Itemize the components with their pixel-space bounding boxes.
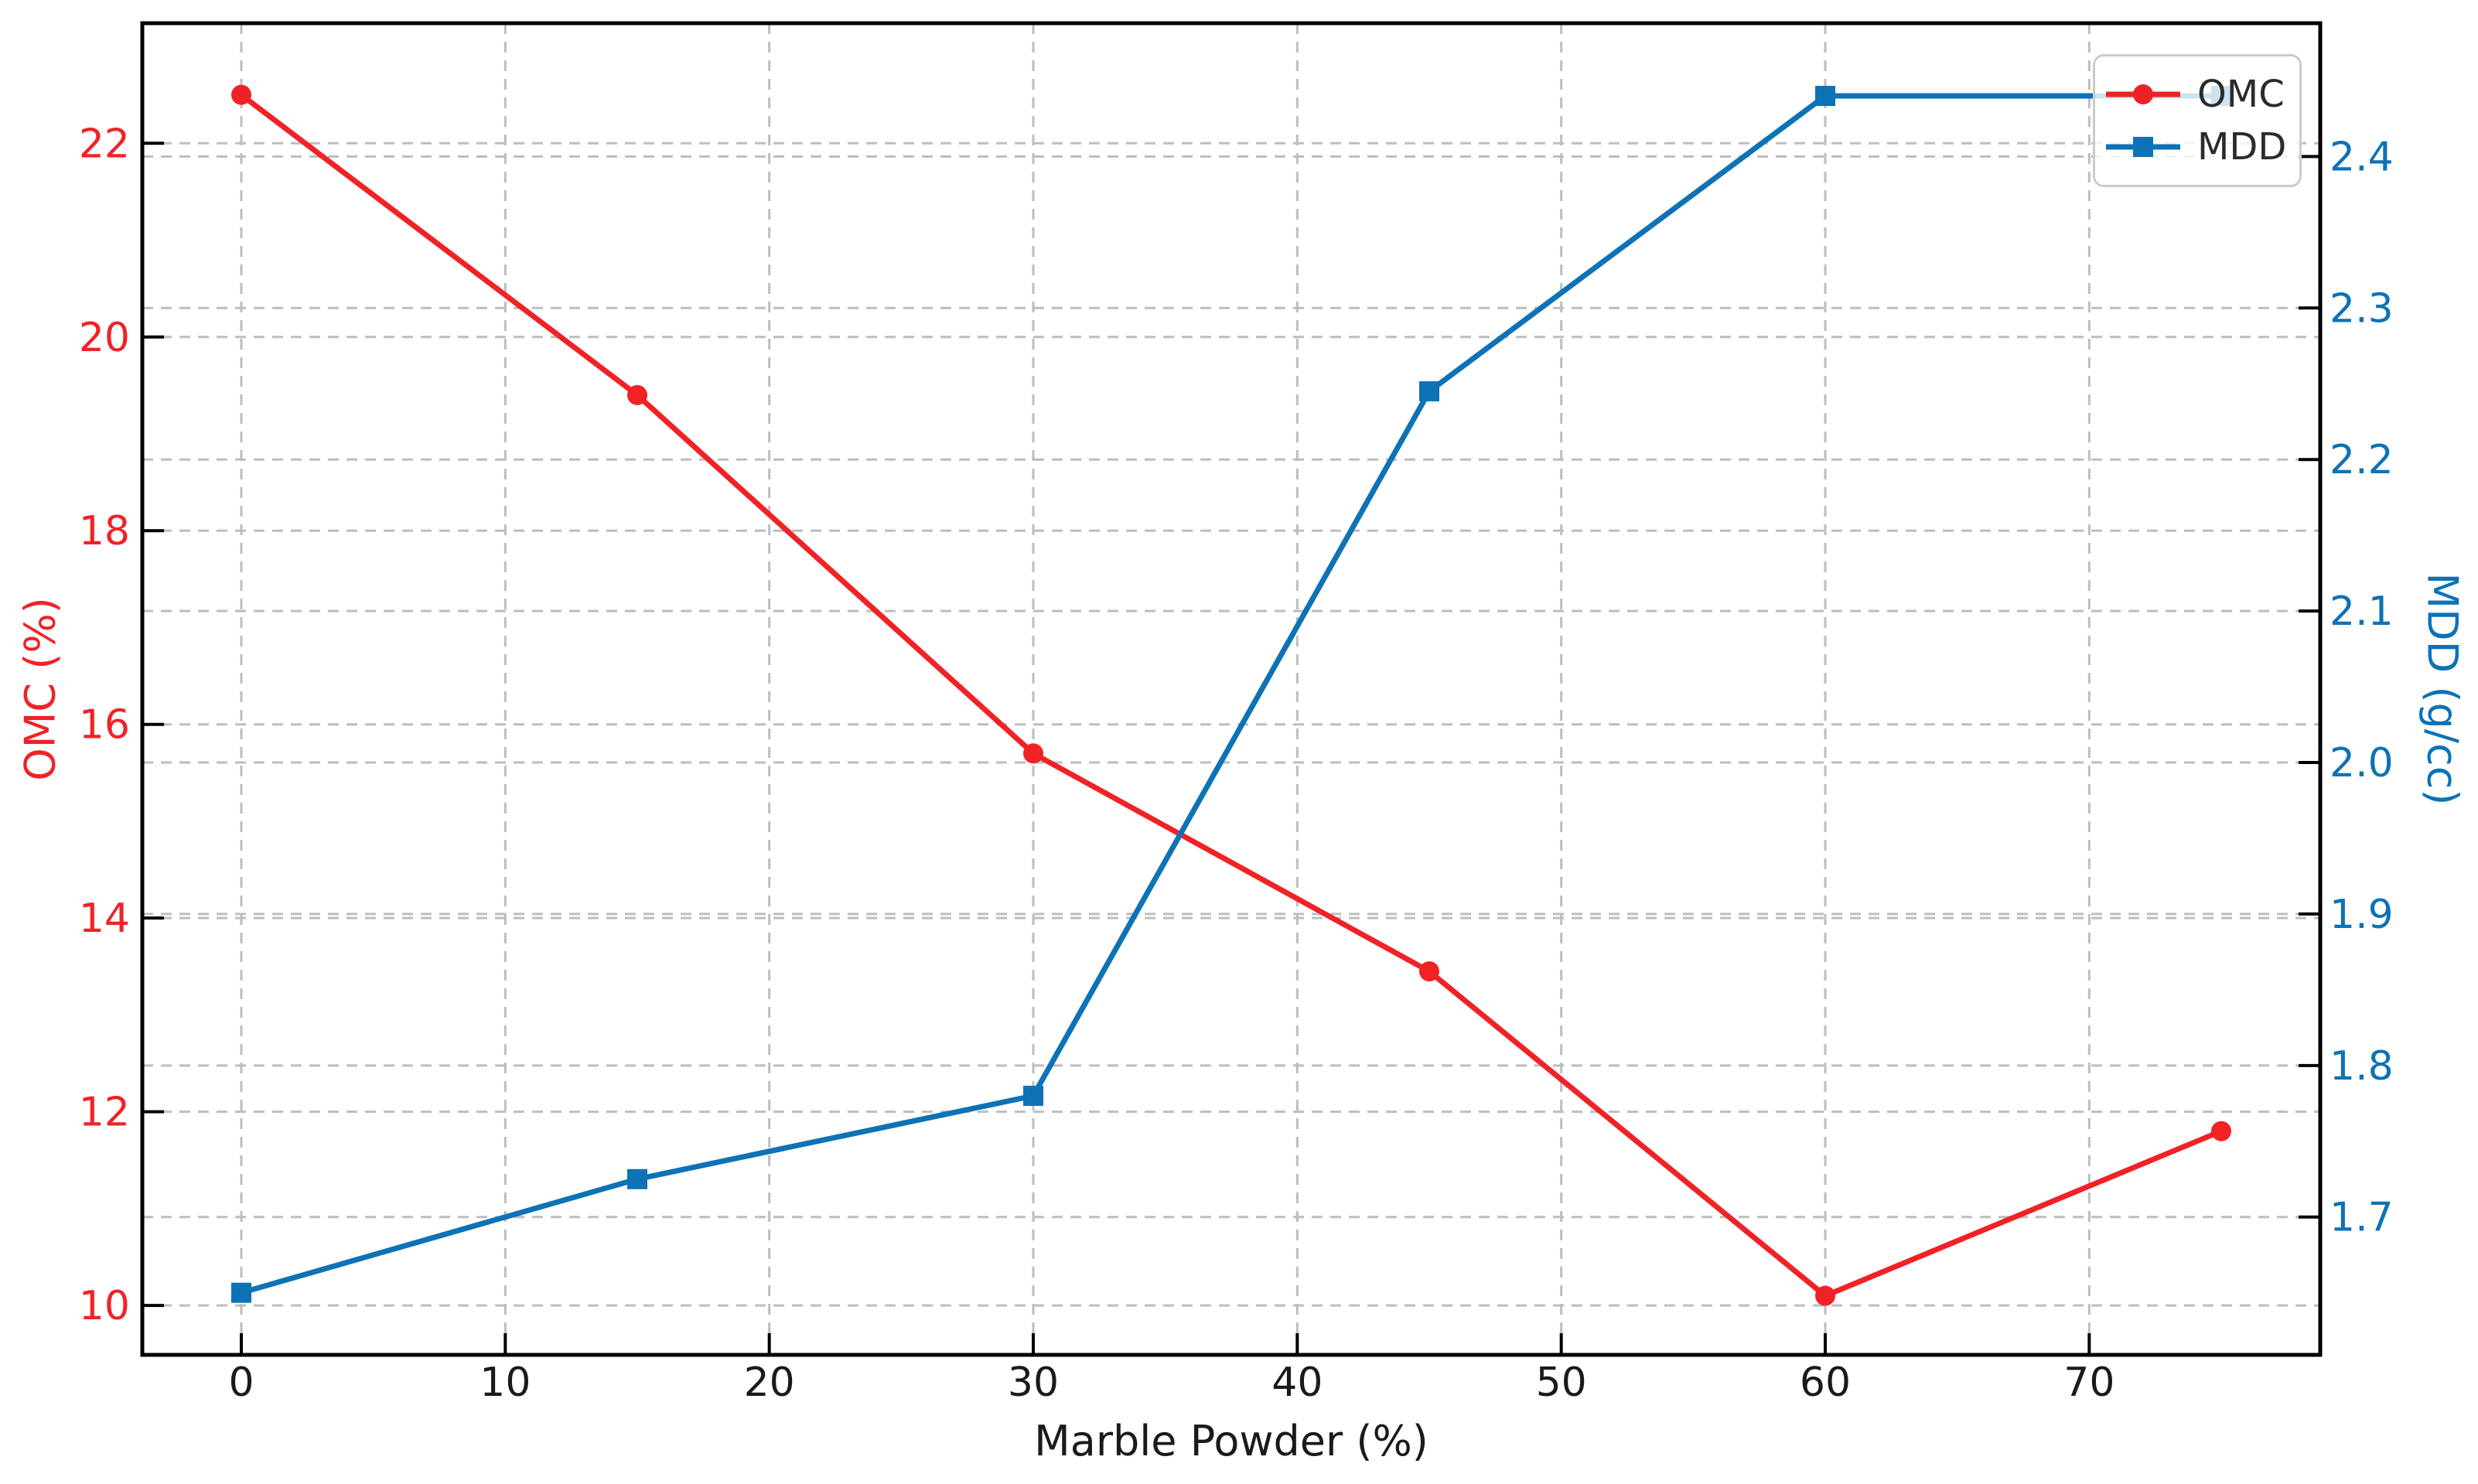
mdd-marker — [1815, 86, 1835, 107]
x-tick-label: 40 — [1271, 1359, 1323, 1406]
mdd-line — [238, 93, 2224, 1296]
right-tick-label: 2.2 — [2330, 437, 2394, 483]
omc-marker — [627, 384, 647, 405]
left-tick-label: 20 — [79, 315, 130, 361]
omc-marker — [2211, 1121, 2231, 1141]
legend-label-omc: OMC — [2197, 72, 2285, 116]
omc-marker — [1023, 743, 1043, 764]
x-tick-label: 60 — [1800, 1359, 1851, 1406]
left-tick-label: 14 — [79, 896, 130, 942]
plot-border — [140, 21, 2323, 1357]
mdd-marker — [627, 1168, 647, 1189]
right-tick-label: 2.1 — [2330, 588, 2394, 635]
omc-line-marker-sample — [2106, 84, 2180, 104]
x-tick-label: 30 — [1008, 1359, 1059, 1406]
right-tick-label: 1.9 — [2330, 892, 2394, 938]
omc-line — [238, 92, 2224, 1299]
x-tick-label: 10 — [480, 1359, 531, 1406]
left-tick-label: 16 — [79, 702, 130, 749]
omc-marker — [231, 84, 251, 105]
left-tick-label: 12 — [79, 1090, 130, 1136]
x-tick-label: 0 — [228, 1359, 254, 1406]
legend-item-omc: OMC — [2104, 72, 2290, 116]
legend: OMC MDD — [2093, 54, 2302, 187]
mdd-marker — [1419, 381, 1439, 402]
right-axis-title: MDD (g/cc) — [2418, 572, 2467, 806]
x-tick-label: 70 — [2063, 1359, 2114, 1406]
right-tick-label: 2.4 — [2330, 134, 2394, 180]
right-tick-label: 2.3 — [2330, 285, 2394, 332]
left-tick-label: 18 — [79, 508, 130, 554]
mdd-sample-square-icon — [2133, 137, 2153, 158]
left-tick-label: 10 — [79, 1283, 130, 1329]
left-tick-label: 22 — [79, 121, 130, 167]
mdd-marker — [1023, 1086, 1043, 1107]
legend-label-mdd: MDD — [2197, 125, 2287, 169]
omc-marker — [1815, 1285, 1835, 1306]
x-tick-label: 50 — [1536, 1359, 1587, 1406]
mdd-line-marker-sample — [2106, 137, 2180, 158]
omc-sample-circle-icon — [2133, 84, 2153, 104]
x-tick-label: 20 — [744, 1359, 795, 1406]
x-axis-title: Marble Powder (%) — [1034, 1417, 1428, 1465]
left-axis-title: OMC (%) — [15, 597, 65, 781]
right-tick-label: 2.0 — [2330, 740, 2394, 786]
legend-item-mdd: MDD — [2104, 125, 2290, 169]
omc-marker — [1419, 961, 1439, 982]
right-tick-label: 1.8 — [2330, 1043, 2394, 1090]
mdd-marker — [231, 1282, 251, 1303]
right-tick-label: 1.7 — [2330, 1195, 2394, 1241]
